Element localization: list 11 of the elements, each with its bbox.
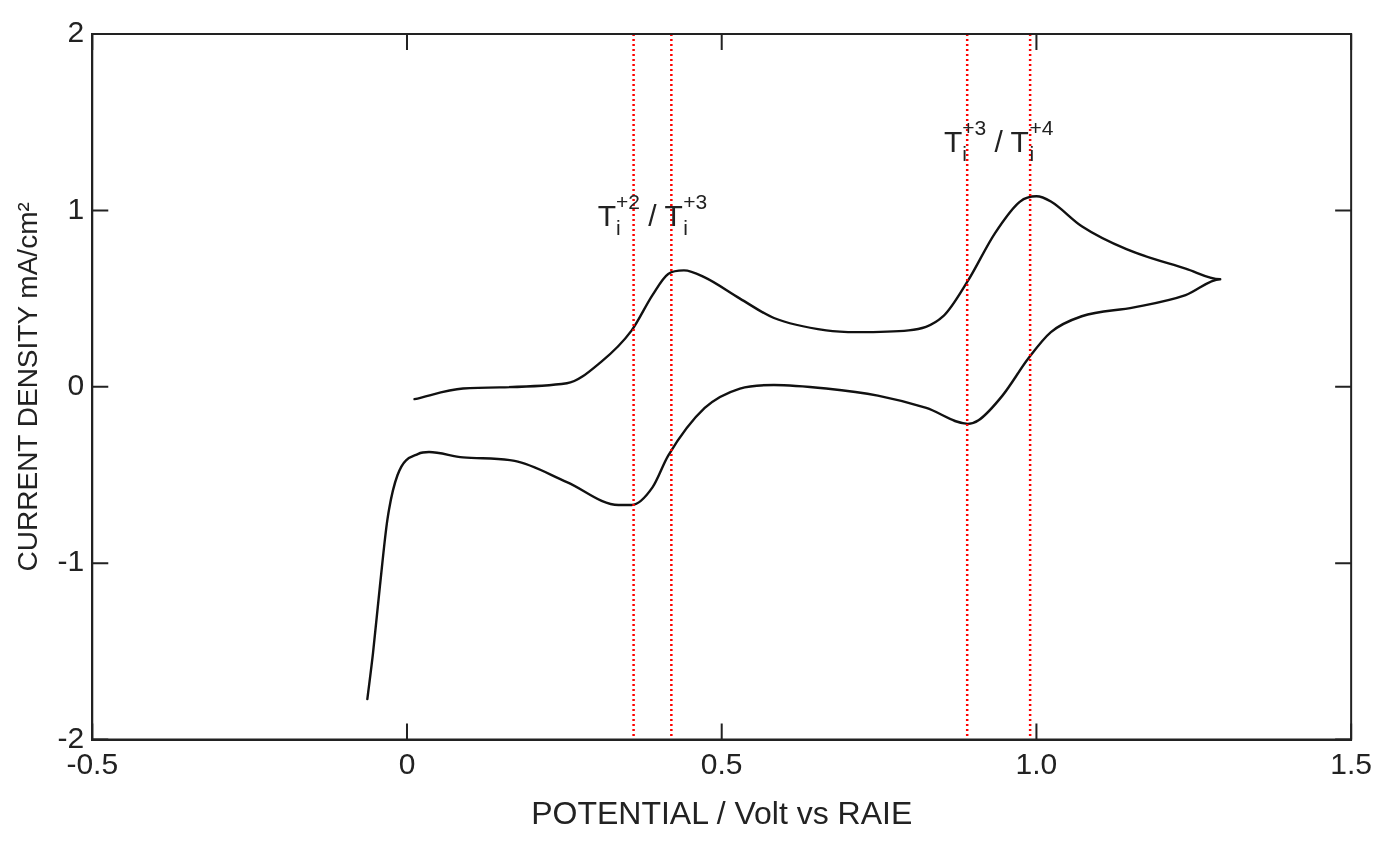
y-axis-title: CURRENT DENSITY mA/cm² <box>11 202 43 572</box>
x-tick-label: 1.5 <box>1330 746 1373 780</box>
x-tick-label: 0.5 <box>700 746 743 780</box>
y-tick-label: 0 <box>67 368 85 402</box>
y-tick-label: 2 <box>67 15 85 49</box>
x-axis-title: POTENTIAL / Volt vs RAIE <box>531 794 913 831</box>
y-tick-label: -1 <box>57 544 85 578</box>
x-tick-label: 0 <box>398 746 416 780</box>
y-tick-label: -2 <box>57 720 85 754</box>
y-tick-label: 1 <box>67 191 85 225</box>
x-tick-label: 1.0 <box>1015 746 1058 780</box>
